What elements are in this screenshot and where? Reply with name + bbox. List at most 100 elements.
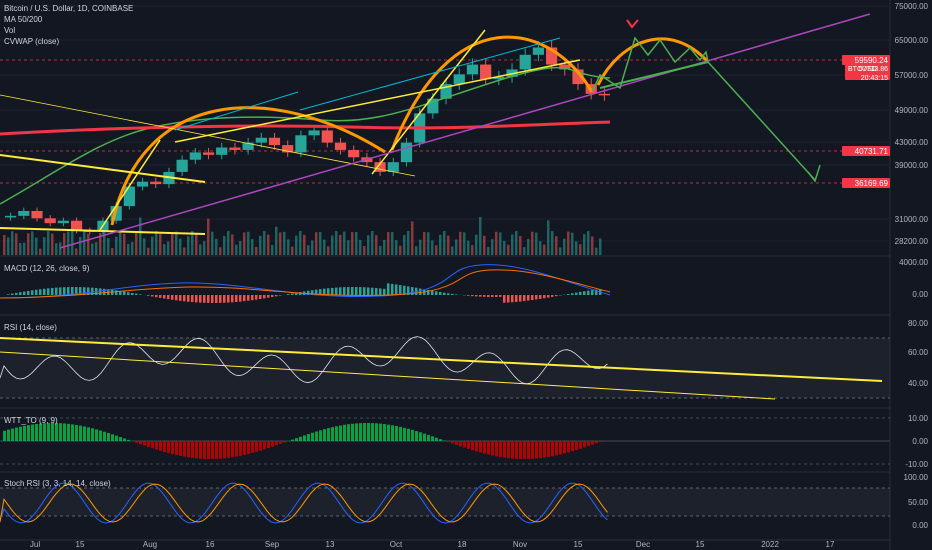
stoch-label[interactable]: Stoch RSI (3, 3, 14, 14, close)	[4, 479, 111, 488]
candle-body	[546, 47, 558, 65]
macd-hist-bar	[487, 295, 490, 297]
wtt-bar	[207, 441, 210, 459]
wtt-bar	[347, 424, 350, 441]
macd-hist-bar	[267, 295, 270, 298]
macd-label[interactable]: MACD (12, 26, close, 9)	[4, 264, 90, 273]
wtt-bar	[211, 441, 214, 459]
macd-hist-bar	[447, 293, 450, 295]
macd-hist-bar	[467, 295, 470, 296]
volume-bar	[147, 247, 150, 255]
wtt-bar	[451, 441, 454, 444]
wtt-label[interactable]: WTT_TO (9, 9)	[4, 416, 58, 425]
candle-body	[70, 220, 83, 231]
wtt-bar	[491, 441, 494, 456]
wtt-tick-label: 10.00	[908, 414, 929, 423]
wtt-bar	[91, 428, 94, 441]
macd-hist-bar	[455, 294, 458, 295]
macd-hist-bar	[23, 291, 26, 295]
macd-hist-bar	[571, 293, 574, 295]
macd-hist-bar	[323, 288, 326, 295]
wtt-bar	[387, 424, 390, 441]
wtt-bar	[539, 441, 542, 459]
volume-bar	[447, 235, 450, 255]
wtt-bar	[583, 441, 586, 448]
macd-hist-bar	[139, 294, 142, 295]
indicator-vol[interactable]: Vol	[4, 26, 16, 35]
wtt-bar	[403, 427, 406, 441]
wtt-bar	[147, 441, 150, 447]
volume-bar	[371, 231, 374, 255]
candle-body	[202, 152, 215, 155]
wtt-bar	[535, 441, 538, 459]
wtt-bar	[423, 433, 426, 441]
volume-bar	[139, 217, 142, 255]
volume-bar	[387, 232, 390, 255]
volume-bar	[535, 232, 538, 255]
time-tick-label: Nov	[513, 540, 527, 549]
volume-bar	[563, 238, 566, 255]
symbol-title[interactable]: Bitcoin / U.S. Dollar, 1D, COINBASE	[4, 4, 134, 13]
candle-body	[242, 142, 254, 150]
indicator-ma[interactable]: MA 50/200	[4, 15, 43, 24]
candle-body	[57, 220, 69, 224]
macd-hist-bar	[259, 295, 262, 299]
volume-bar	[267, 234, 270, 255]
wtt-bar	[419, 432, 422, 441]
indicator-cvwap[interactable]: CVWAP (close)	[4, 37, 60, 46]
volume-bar	[111, 248, 114, 255]
macd-hist-bar	[539, 295, 542, 299]
candle-body	[295, 135, 307, 153]
volume-bar	[375, 235, 378, 255]
wtt-bar	[263, 441, 266, 450]
macd-hist-bar	[471, 295, 474, 297]
wtt-bar	[179, 441, 182, 456]
rsi-band	[0, 338, 890, 398]
wtt-bar	[511, 441, 514, 459]
macd-hist-bar	[187, 295, 190, 302]
macd-hist-bar	[479, 295, 482, 297]
macd-hist-bar	[411, 287, 414, 295]
rsi-label[interactable]: RSI (14, close)	[4, 323, 57, 332]
volume-bar	[351, 232, 354, 255]
tag-level1-bg	[842, 146, 890, 156]
volume-bar	[187, 236, 190, 255]
wtt-bar	[567, 441, 570, 453]
marker-arrow	[626, 19, 639, 29]
volume-bar	[99, 233, 102, 255]
tag-level2-bg	[842, 178, 890, 188]
volume-bar	[179, 238, 182, 255]
wtt-bar	[99, 430, 102, 441]
wtt-bar	[531, 441, 534, 459]
macd-hist-bar	[43, 288, 46, 295]
candle-body	[321, 130, 333, 143]
macd-hist-bar	[47, 288, 50, 295]
wtt-bar	[175, 441, 178, 456]
macd-hist-bar	[51, 287, 54, 295]
candle-body	[572, 69, 584, 85]
volume-bar	[243, 232, 246, 255]
volume-bar	[15, 233, 18, 255]
macd-hist-bar	[427, 289, 430, 295]
volume-bar	[167, 241, 170, 255]
wtt-bar	[51, 423, 54, 441]
tag-countdown: 20:43:15	[861, 75, 888, 82]
macd-hist-bar	[339, 287, 342, 295]
price-tick-label: 49000.00	[895, 106, 929, 115]
macd-hist-bar	[519, 295, 522, 302]
volume-bar	[215, 238, 218, 255]
candle-body	[268, 137, 281, 146]
wtt-bar	[23, 425, 26, 441]
wtt-bar	[243, 441, 246, 455]
volume-bar	[23, 242, 26, 255]
macd-hist-bar	[543, 295, 546, 299]
volume-bar	[239, 241, 242, 255]
wtt-bar	[199, 441, 202, 459]
wtt-bar	[487, 441, 490, 455]
volume-bar	[143, 238, 146, 255]
candle-body	[532, 47, 545, 55]
wtt-bar	[383, 424, 386, 441]
wtt-bar	[31, 424, 34, 441]
volume-bar	[87, 233, 90, 255]
volume-bar	[199, 244, 202, 255]
